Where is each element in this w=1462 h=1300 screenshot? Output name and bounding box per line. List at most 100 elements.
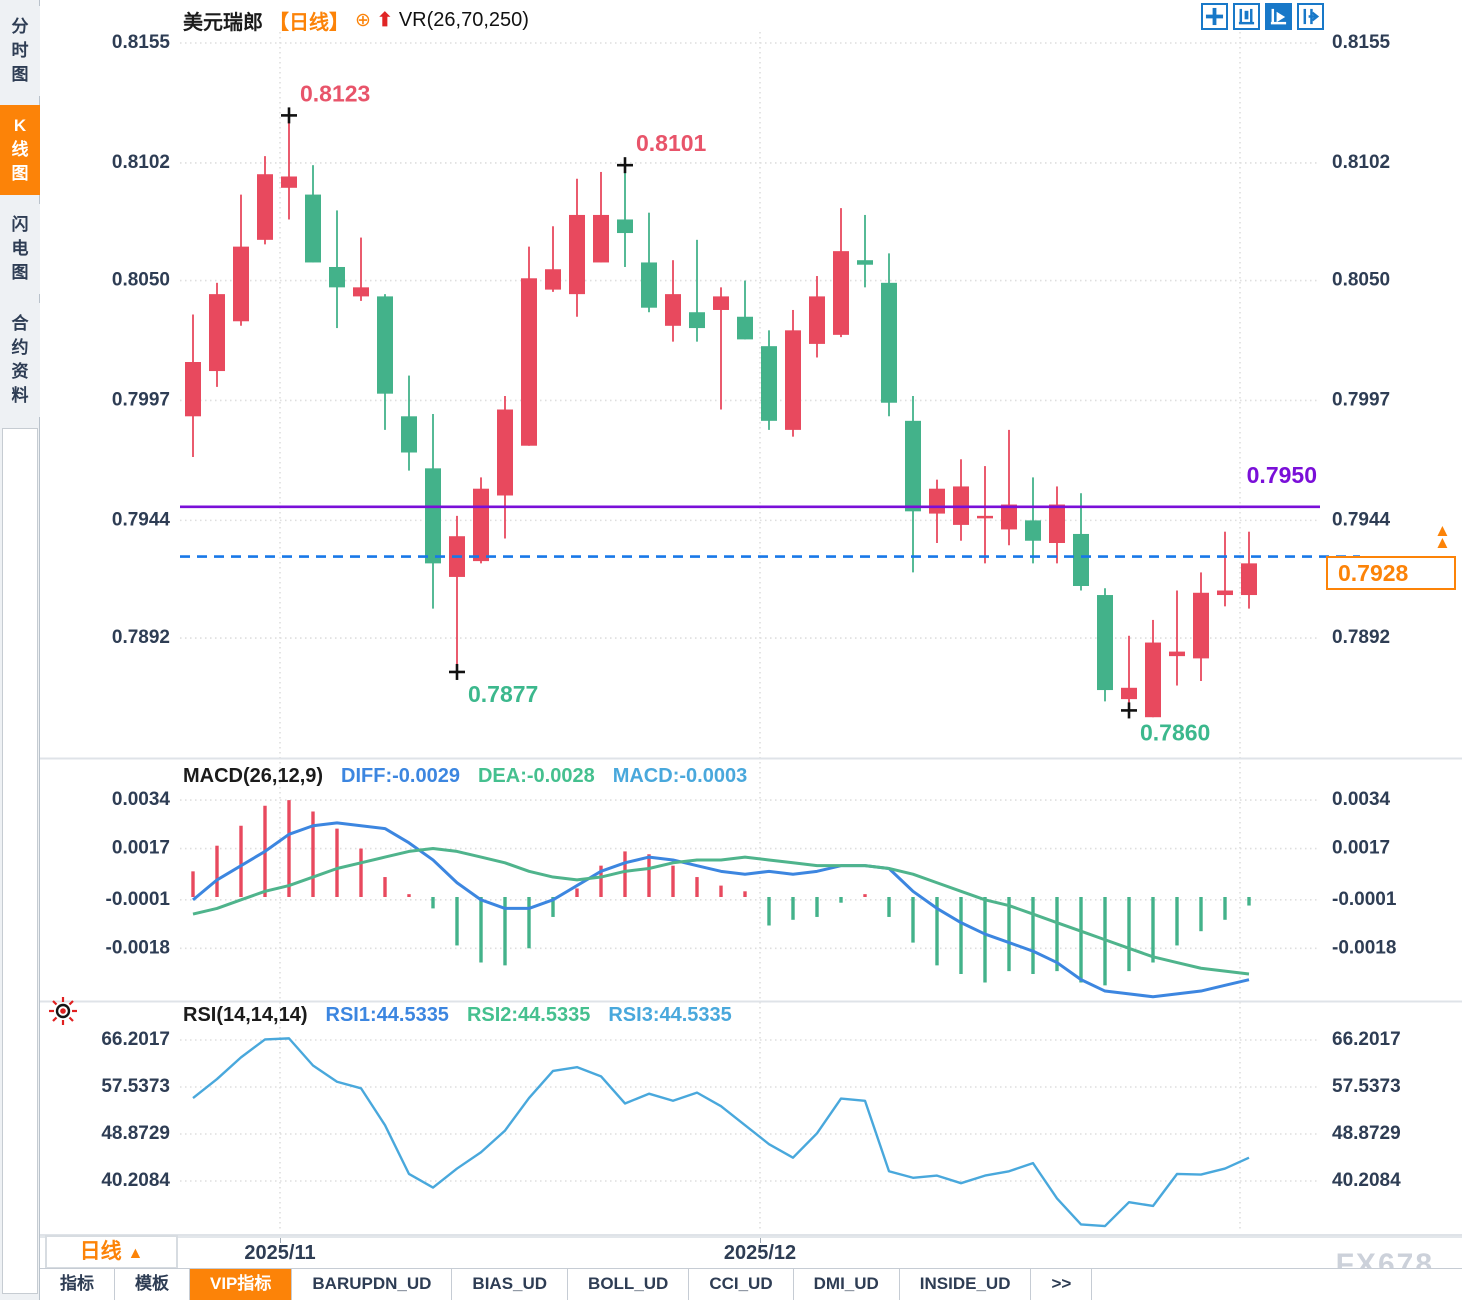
candle-body [785,330,801,430]
candle-body [905,420,921,512]
up-arrow-icon: ⬆ [376,10,393,31]
price-axis-label-right: 0.8155 [1332,32,1391,53]
axis-play-icon[interactable] [1265,3,1292,30]
chart-plot-area[interactable] [180,30,1320,1235]
candle-body [833,251,849,335]
chart-main-area: 0.8155 0.8155 0.8102 0.8102 0.8050 0.8050 0.79… [40,0,1462,1300]
candle-body [1217,590,1233,596]
rsi-axis-label-right: 66.2017 [1332,1029,1401,1050]
rsi-axis-label-left: 57.5373 [101,1076,170,1097]
sidebar-item-lightning-chart[interactable]: 闪电图 [0,204,40,294]
axis-shift-icon[interactable] [1297,3,1324,30]
tab-cci_ud[interactable]: CCI_UD [689,1269,794,1300]
peak-price-label: 0.8123 [300,80,370,106]
tab-[interactable]: 模板 [115,1269,190,1300]
tab-boll_ud[interactable]: BOLL_UD [568,1269,690,1300]
candle-body [281,176,297,188]
candle-body [593,214,609,263]
macd-header: MACD(26,12,9) DIFF:-0.0029 DEA:-0.0028 M… [183,765,747,788]
price-axis-label-left: 0.7892 [112,627,170,648]
rsi-axis-label-right: 57.5373 [1332,1076,1401,1097]
tab-barupdn_ud[interactable]: BARUPDN_UD [292,1269,453,1300]
sidebar-item-contract-info[interactable]: 合约资料 [0,303,40,417]
x-axis-tick-label: 2025/12 [723,1242,797,1264]
candle-body [1073,533,1089,586]
candle-body [881,282,897,403]
sidebar-empty-panel [2,428,38,1294]
tab-vip[interactable]: VIP指标 [190,1269,293,1300]
tab-inside_ud[interactable]: INSIDE_UD [899,1269,1032,1300]
candle-body [569,214,585,295]
rsi-axis-label-left: 66.2017 [101,1029,170,1050]
candle-body [1241,563,1257,596]
trough-price-label: 0.7860 [1140,719,1210,745]
price-axis-label-right: 0.7997 [1332,389,1390,410]
candle-body [857,260,873,265]
rsi-axis-label-right: 40.2084 [1332,1170,1401,1191]
macd-diff-line [192,821,1250,999]
crosshair-move-icon[interactable] [1201,3,1228,30]
candle-body [209,294,225,372]
macd-diff-value: DIFF:-0.0029 [341,765,460,787]
price-axis-label-right: 0.7892 [1332,627,1390,648]
candle-body [1145,642,1161,718]
tab-dmi_ud[interactable]: DMI_UD [793,1269,900,1300]
trough-price-label: 0.7877 [468,681,538,707]
macd-axis-label-left: 0.0017 [112,838,170,859]
candle-body [1049,504,1065,544]
tab-bias_ud[interactable]: BIAS_UD [452,1269,569,1300]
macd-axis-label-right: -0.0018 [1332,937,1396,958]
indicator-label[interactable]: VR(26,70,250) [398,9,529,31]
indicator-tab-row: 指标 模板 VIP指标 BARUPDN_UD BIAS_UD BOLL_UD CCI_UD D… [40,1268,1462,1300]
x-axis-tick-label: 2025/11 [244,1242,316,1264]
circle-plus-icon[interactable]: ⊕ [355,10,371,31]
rsi2-value: RSI2:44.5335 [466,1004,591,1026]
x-axis-tick [280,1238,281,1243]
macd-axis-label-right: 0.0034 [1332,789,1391,810]
period-tag[interactable]: 【日线】 [269,12,349,34]
rsi-header: RSI(14,14,14) RSI1:44.5335 RSI2:44.5335 … [183,1004,732,1027]
price-axis-label-right: 0.8050 [1332,270,1390,291]
candle-body [809,296,825,344]
candle-body [257,174,273,240]
price-axis-label-left: 0.7997 [112,389,170,410]
x-axis-tick [760,1238,761,1243]
axis-zoom-icon[interactable] [1233,3,1260,30]
candle-body [977,515,993,519]
peak-price-label: 0.8101 [636,130,707,156]
period-selector-button[interactable]: 日线 ▲ [45,1235,178,1269]
price-up-arrow-icon: ▲ ▲ [1434,521,1451,552]
candle-body [521,278,537,446]
candle-body [1121,687,1137,700]
toolbar [1201,3,1324,30]
candle-body [1097,595,1113,691]
candle-body [1193,592,1209,659]
candle-body [329,266,345,288]
rsi-title: RSI(14,14,14) [183,1004,308,1026]
macd-axis-label-left: -0.0018 [106,937,170,958]
macd-axis-label-right: 0.0017 [1332,838,1390,859]
tab-more[interactable]: >> [1031,1269,1093,1300]
candle-body [233,246,249,322]
chart-header: 美元瑞郎 【日线】 ⊕ ⬆ VR(26,70,250) [183,6,529,35]
macd-axis-label-right: -0.0001 [1332,889,1397,910]
candle-body [353,287,369,297]
rsi-axis-label-right: 48.8729 [1332,1123,1401,1144]
sidebar-item-timeline-chart[interactable]: 分时图 [0,6,40,96]
period-selector-arrow-icon: ▲ [127,1245,144,1262]
candle-body [425,468,441,564]
support-line-label: 0.7950 [1246,462,1317,488]
tab-[interactable]: 指标 [40,1269,115,1300]
candle-body [737,316,753,340]
candle-body [1025,520,1041,541]
price-axis-label-left: 0.7944 [112,509,171,530]
last-price-badge: 0.7928 [1326,556,1456,590]
candle-body [545,269,561,290]
macd-title: MACD(26,12,9) [183,765,324,787]
rsi3-value: RSI3:44.5335 [608,1004,732,1026]
price-axis-label-left: 0.8102 [112,152,170,173]
rsi-line [192,1037,1250,1228]
chart-svg: 0.8155 0.8155 0.8102 0.8102 0.8050 0.8050 0.79… [40,30,1462,1236]
candle-body [617,219,633,234]
